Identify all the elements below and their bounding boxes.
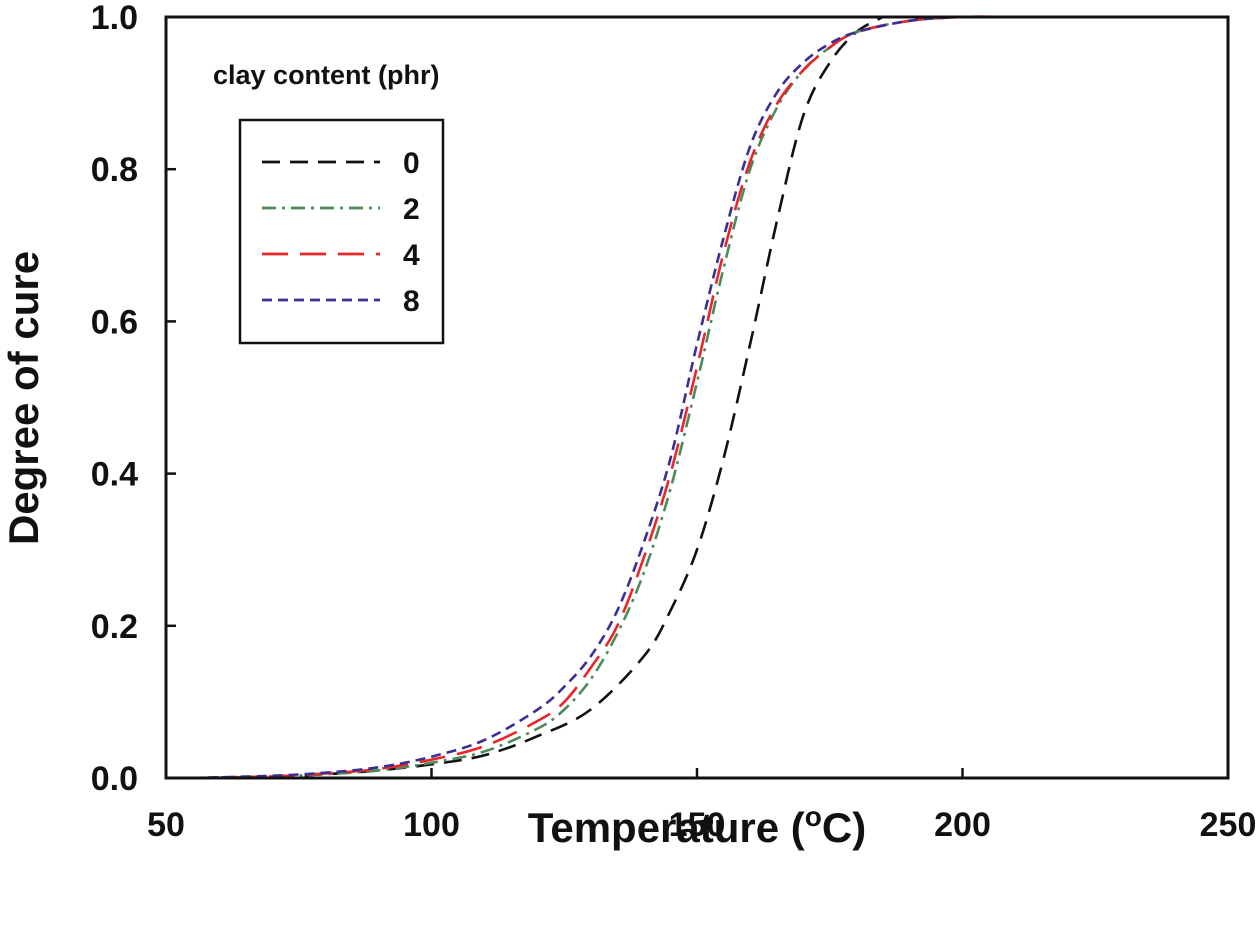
legend-label-2: 2: [403, 193, 420, 226]
x-axis-title: Temperature (oC): [528, 801, 866, 851]
x-tick-label: 250: [1200, 806, 1257, 844]
y-axis-title: Degree of cure: [0, 251, 47, 545]
legend-label-0: 0: [403, 147, 420, 180]
y-tick-label: 0.6: [91, 303, 138, 341]
x-tick-label: 100: [403, 806, 460, 844]
legend-title: clay content (phr): [213, 60, 440, 90]
y-tick-label: 0.0: [91, 760, 138, 798]
legend-label-8: 8: [403, 285, 420, 318]
x-axis-title-sup: o: [805, 801, 822, 832]
y-tick-label: 0.2: [91, 608, 138, 646]
series-line-2: [192, 15, 1016, 780]
x-axis-title-unit: C): [822, 804, 866, 851]
legend-entries: 0 2 4 8: [262, 147, 420, 318]
series-line-4: [192, 15, 1016, 780]
ticks-layer: 50 100 150 200 250 0.0 0.2 0.4 0.6 0.8 1.0: [91, 0, 1257, 844]
y-tick-label: 0.8: [91, 151, 138, 189]
series-layer: [192, 15, 1122, 780]
x-tick-label: 50: [147, 806, 185, 844]
series-line-8: [192, 15, 1122, 780]
legend-box: [238, 118, 445, 345]
y-tick-label: 1.0: [91, 0, 138, 37]
x-tick-label: 200: [934, 806, 991, 844]
x-tick-label: 150: [669, 806, 726, 844]
y-tick-label: 0.4: [91, 456, 138, 494]
legend-label-4: 4: [403, 239, 420, 272]
x-axis-title-text: Temperature (: [528, 804, 805, 851]
